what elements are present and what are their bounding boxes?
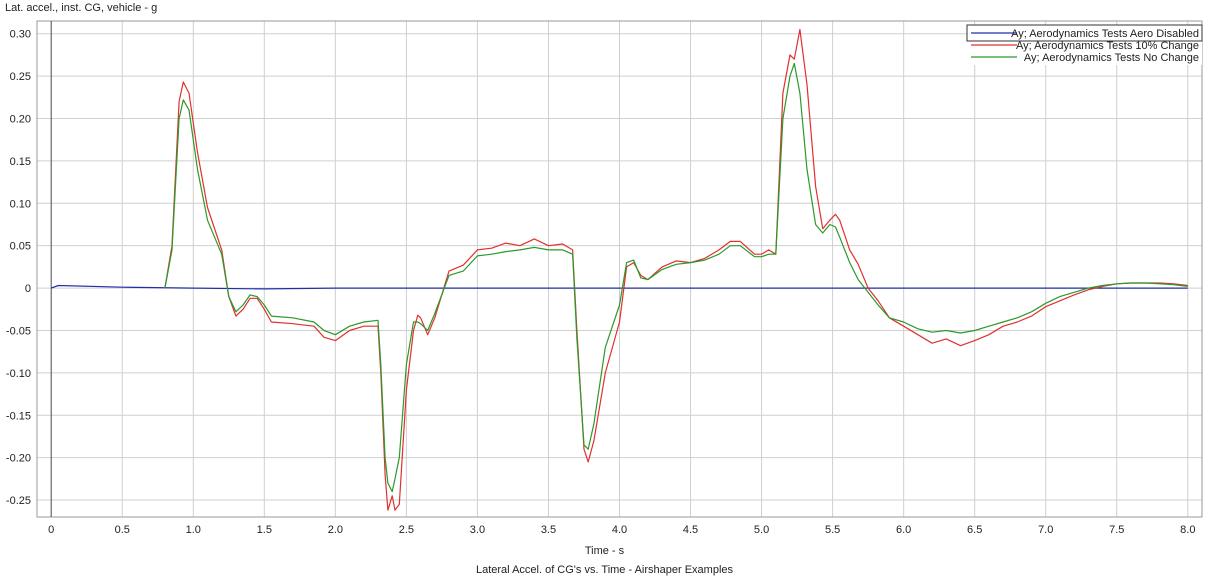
x-tick-label: 2.5: [399, 524, 414, 536]
legend-entry: Ay; Aerodynamics Tests Aero Disabled: [1011, 28, 1199, 40]
y-axis-label: Lat. accel., inst. CG, vehicle - g: [5, 2, 158, 14]
x-tick-label: 1.0: [186, 524, 201, 536]
x-tick-label: 4.0: [612, 524, 627, 536]
y-tick-label: -0.20: [6, 453, 31, 465]
x-tick-label: 3.0: [470, 524, 485, 536]
series-line-3: [164, 62, 1188, 493]
x-tick-label: 1.5: [257, 524, 272, 536]
x-tick-label: 5.5: [825, 524, 840, 536]
x-tick-label: 0.5: [115, 524, 130, 536]
x-axis-label: Time - s: [584, 545, 625, 557]
chart-title: Lateral Accel. of CG's vs. Time - Airsha…: [475, 564, 734, 576]
x-tick-label: 3.5: [541, 524, 556, 536]
legend-highlight: [966, 24, 1203, 42]
series-line-1: [50, 284, 1188, 290]
legend-entry: Ay; Aerodynamics Tests 10% Change: [1016, 40, 1199, 52]
plot-frame: [36, 20, 1203, 518]
legend-entry: Ay; Aerodynamics Tests No Change: [1024, 52, 1199, 64]
y-tick-label: 0.25: [10, 71, 31, 83]
x-tick-label: 5.0: [754, 524, 769, 536]
y-tick-label: 0: [25, 283, 31, 295]
y-tick-label: 0.30: [10, 29, 31, 41]
series-line-2: [164, 28, 1188, 511]
x-tick-label: 7.0: [1038, 524, 1053, 536]
x-tick-label: 7.5: [1109, 524, 1124, 536]
y-tick-label: -0.15: [6, 410, 31, 422]
y-tick-label: 0.20: [10, 114, 31, 126]
y-tick-label: -0.10: [6, 368, 31, 380]
x-tick-label: 0: [48, 524, 54, 536]
x-tick-label: 4.5: [683, 524, 698, 536]
y-tick-label: 0.15: [10, 156, 31, 168]
x-tick-label: 6.0: [896, 524, 911, 536]
y-tick-label: -0.25: [6, 495, 31, 507]
y-tick-label: 0.05: [10, 241, 31, 253]
x-tick-label: 6.5: [967, 524, 982, 536]
x-tick-label: 8.0: [1180, 524, 1195, 536]
y-tick-label: -0.05: [6, 325, 31, 337]
x-tick-label: 2.0: [328, 524, 343, 536]
y-tick-label: 0.10: [10, 198, 31, 210]
